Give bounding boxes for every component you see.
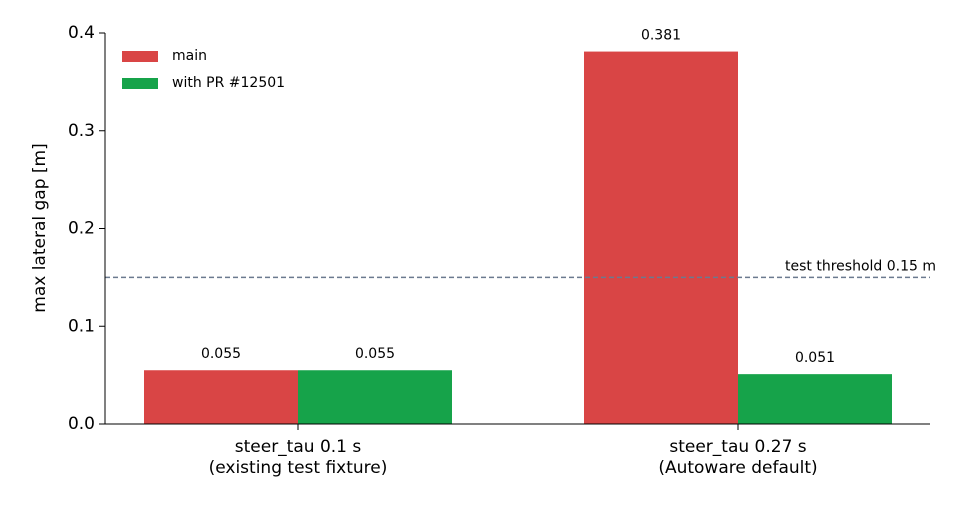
bar — [584, 51, 738, 424]
data-label: 0.051 — [795, 350, 835, 366]
legend-swatch — [122, 51, 158, 62]
x-tick-label: steer_tau 0.27 s (Autoware default) — [658, 437, 818, 478]
y-tick-label: 0.1 — [68, 316, 95, 336]
bar — [738, 374, 892, 424]
data-label: 0.381 — [641, 28, 681, 44]
legend-label: main — [172, 48, 207, 64]
legend-label: with PR #12501 — [172, 75, 285, 91]
bar — [144, 370, 298, 424]
y-tick-label: 0.3 — [68, 121, 95, 141]
y-tick-label: 0.0 — [68, 414, 95, 434]
threshold-label: test threshold 0.15 m — [785, 258, 936, 274]
data-label: 0.055 — [355, 346, 395, 362]
y-tick-label: 0.2 — [68, 219, 95, 239]
x-tick-label: steer_tau 0.1 s (existing test fixture) — [208, 437, 388, 478]
legend-swatch — [122, 78, 158, 89]
bar — [298, 370, 452, 424]
data-label: 0.055 — [201, 346, 241, 362]
y-tick-label: 0.4 — [68, 23, 95, 43]
y-axis-label: max lateral gap [m] — [30, 143, 50, 312]
